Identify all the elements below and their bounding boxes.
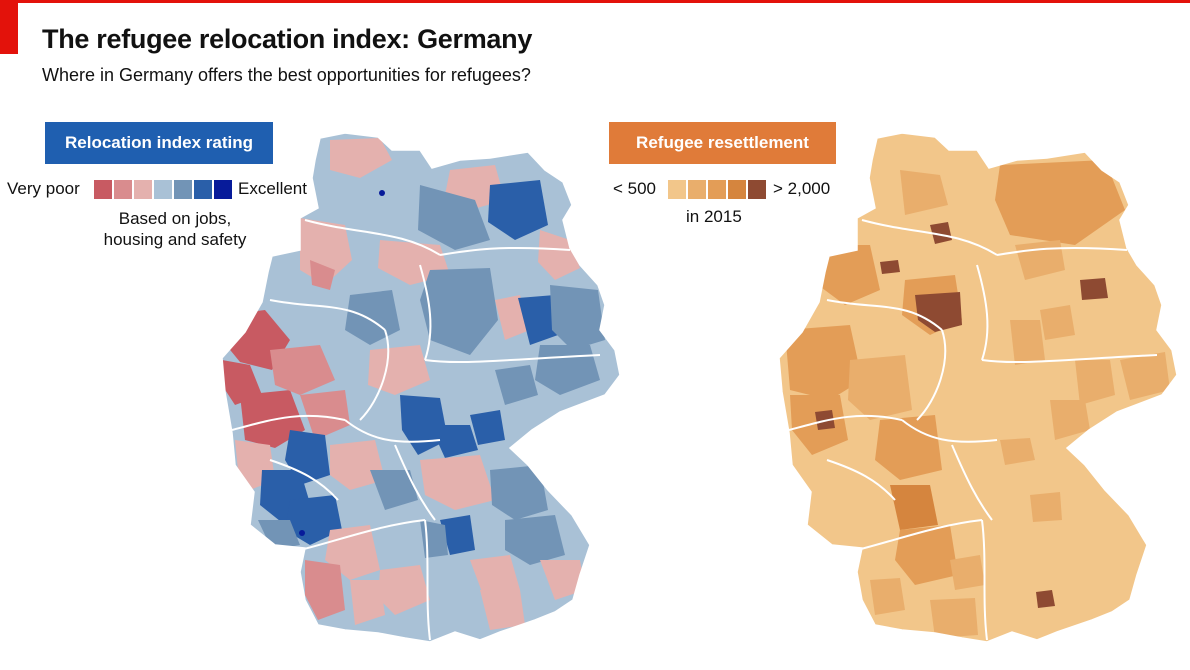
region-frankfurt [370, 470, 418, 510]
relocation-index-swatch-3 [134, 180, 152, 199]
region-emden [310, 260, 335, 290]
region-siegen [300, 390, 350, 440]
region-tuebingen [350, 580, 385, 625]
region-schleswig-north [330, 138, 392, 178]
region-ems-weser [818, 245, 880, 305]
city-berlin [1080, 278, 1108, 300]
region-stuttgart [895, 525, 958, 585]
refugee-resettlement-map [778, 132, 1178, 643]
region-nuremberg-right [1030, 492, 1062, 522]
city-saarbruecken [299, 530, 305, 536]
region-dortmund [270, 345, 335, 395]
region-bayreuth [490, 465, 548, 520]
chart-title: The refugee relocation index: Germany [42, 24, 533, 54]
region-dresden [1075, 360, 1115, 405]
region-munich-north [470, 555, 520, 600]
region-wolfsburg [420, 268, 498, 355]
legend-excellent-label: Excellent [238, 179, 307, 198]
region-ruhr [785, 325, 862, 400]
region-upper-bavaria [480, 590, 525, 630]
region-schleswig-holstein-east [900, 170, 948, 215]
region-mecklenburg-lakes [488, 180, 548, 240]
legend-note: Based on jobs, housing and safety [60, 208, 290, 250]
brand-top-rule [0, 0, 1190, 3]
region-sauerland [848, 355, 912, 420]
region-chemnitz [1050, 400, 1090, 440]
region-schwerin [418, 185, 490, 250]
region-duisburg [222, 360, 262, 405]
region-potsdam [1040, 305, 1075, 340]
region-halle [1010, 320, 1045, 365]
region-giessen [330, 440, 385, 490]
legend-low-label: < 500 [613, 179, 657, 198]
relocation-index-swatch-7 [214, 180, 232, 199]
relocation-index-swatch-6 [194, 180, 212, 199]
state-mecklenburg-vorpommern [995, 160, 1125, 245]
resettlement-swatch-4 [728, 180, 746, 199]
resettlement-swatch-3 [708, 180, 726, 199]
legend-note-line-2: housing and safety [103, 230, 247, 249]
legend-high-label: > 2,000 [773, 179, 831, 198]
legend-note-line-1: Based on jobs, [118, 209, 232, 228]
region-frankfurt-rhine-main [875, 415, 942, 480]
region-erfurt-right [1000, 438, 1035, 465]
city-hannover [915, 292, 962, 332]
city-hamburg [930, 222, 952, 244]
region-bamberg [420, 455, 495, 510]
resettlement-swatch-1 [668, 180, 686, 199]
city-munich [1036, 590, 1055, 608]
region-lusatia [1120, 352, 1170, 400]
region-lake-constance [930, 598, 978, 638]
region-brandenburg-east [550, 285, 605, 350]
refugee-resettlement-legend-title: Refugee resettlement [609, 122, 836, 164]
state-borders-left [231, 219, 601, 641]
region-regensburg [505, 515, 565, 565]
legend-very-poor-label: Very poor [7, 179, 80, 198]
resettlement-swatch-2 [688, 180, 706, 199]
relocation-index-swatch-4 [154, 180, 172, 199]
chart-subtitle: Where in Germany offers the best opportu… [42, 65, 531, 85]
region-jena [470, 410, 505, 445]
region-berlin [518, 295, 558, 345]
region-freiburg [305, 560, 345, 620]
region-stuttgart-south [378, 565, 430, 615]
region-nuremberg [440, 515, 475, 555]
region-leipzig [495, 365, 538, 405]
region-mannheim [890, 485, 938, 530]
relocation-index-legend-title: Relocation index rating [45, 122, 273, 164]
relocation-index-swatch-5 [174, 180, 192, 199]
relocation-index-swatch-1 [94, 180, 112, 199]
state-borders-right [788, 219, 1158, 641]
region-freiburg-right [870, 578, 905, 615]
relocation-index-swatch-2 [114, 180, 132, 199]
region-ulm [950, 555, 985, 590]
resettlement-swatch-5 [748, 180, 766, 199]
region-erfurt [430, 425, 478, 458]
legend-year-note: in 2015 [686, 207, 742, 226]
brand-red-tab [0, 0, 18, 54]
region-passau [540, 560, 585, 600]
city-kiel [379, 190, 385, 196]
city-bremen [880, 260, 900, 274]
relocation-index-map [221, 132, 621, 643]
